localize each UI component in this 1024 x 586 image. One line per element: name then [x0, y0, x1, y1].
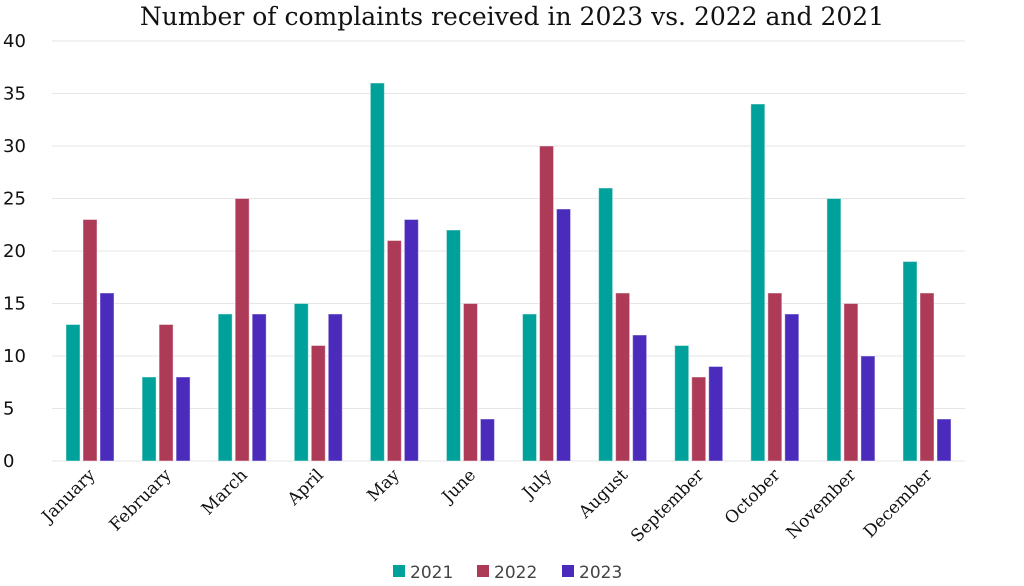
bar-2023-october [784, 313, 800, 462]
legend-item-2021: 2021 [393, 563, 453, 583]
bar-2022-december [919, 292, 935, 462]
bar-2021-october [750, 103, 766, 462]
bar-2022-march [234, 198, 250, 462]
y-tick-label: 40 [3, 31, 26, 52]
y-tick-label: 35 [3, 84, 26, 105]
bar-2021-june [445, 229, 461, 462]
bar-2023-september [708, 366, 724, 462]
bar-2023-july [556, 208, 572, 462]
bar-2022-october [767, 292, 783, 462]
bar-2022-july [539, 145, 555, 462]
bar-2021-february [141, 376, 157, 462]
legend-label: 2021 [410, 563, 453, 583]
bar-2021-july [522, 313, 538, 462]
x-tick-label: June [437, 465, 480, 508]
legend-swatch [393, 565, 405, 577]
bar-2021-september [674, 345, 690, 462]
bar-2021-november [826, 198, 842, 462]
bar-2021-december [902, 261, 918, 462]
bar-2023-march [251, 313, 267, 462]
x-tick-label: December [860, 465, 937, 542]
x-tick-label: March [198, 465, 252, 519]
y-tick-label: 0 [3, 451, 14, 472]
bar-2023-january [99, 292, 115, 462]
y-tick-label: 15 [3, 294, 26, 315]
bar-2023-december [936, 418, 952, 462]
bar-2021-august [598, 187, 614, 462]
legend-swatch [477, 565, 489, 577]
bar-2022-february [158, 324, 174, 462]
y-tick-label: 20 [3, 241, 26, 262]
bar-2021-april [293, 303, 309, 462]
bar-2023-april [327, 313, 343, 462]
bar-2023-february [175, 376, 191, 462]
y-tick-label: 30 [3, 136, 26, 157]
bar-2021-may [369, 82, 385, 462]
x-tick-label: January [37, 465, 100, 528]
bar-2022-august [615, 292, 631, 462]
bar-2022-april [310, 345, 326, 462]
bar-2023-may [403, 219, 419, 462]
bar-2023-june [479, 418, 495, 462]
bar-2022-september [691, 376, 707, 462]
legend-item-2022: 2022 [477, 563, 537, 583]
bar-2023-november [860, 355, 876, 462]
x-tick-label: September [627, 465, 709, 547]
legend-swatch [562, 565, 574, 577]
x-tick-label: November [783, 465, 861, 543]
legend-label: 2023 [579, 563, 622, 583]
y-tick-label: 25 [3, 189, 26, 210]
x-tick-label: October [721, 465, 785, 529]
x-tick-label: May [363, 465, 404, 506]
bar-2022-january [82, 219, 98, 462]
x-tick-label: April [283, 465, 328, 510]
x-tick-label: August [574, 465, 632, 523]
bar-2022-june [462, 303, 478, 462]
y-tick-label: 10 [3, 346, 26, 367]
legend-item-2023: 2023 [562, 563, 622, 583]
legend-label: 2022 [494, 563, 537, 583]
x-tick-label: July [517, 465, 556, 504]
chart-title: Number of complaints received in 2023 vs… [140, 2, 884, 31]
bar-2022-may [386, 240, 402, 462]
bar-2023-august [632, 334, 648, 462]
y-tick-label: 5 [3, 399, 14, 420]
x-tick-label: February [106, 465, 176, 535]
bar-2021-january [65, 324, 81, 462]
bar-2022-november [843, 303, 859, 462]
bar-2021-march [217, 313, 233, 462]
